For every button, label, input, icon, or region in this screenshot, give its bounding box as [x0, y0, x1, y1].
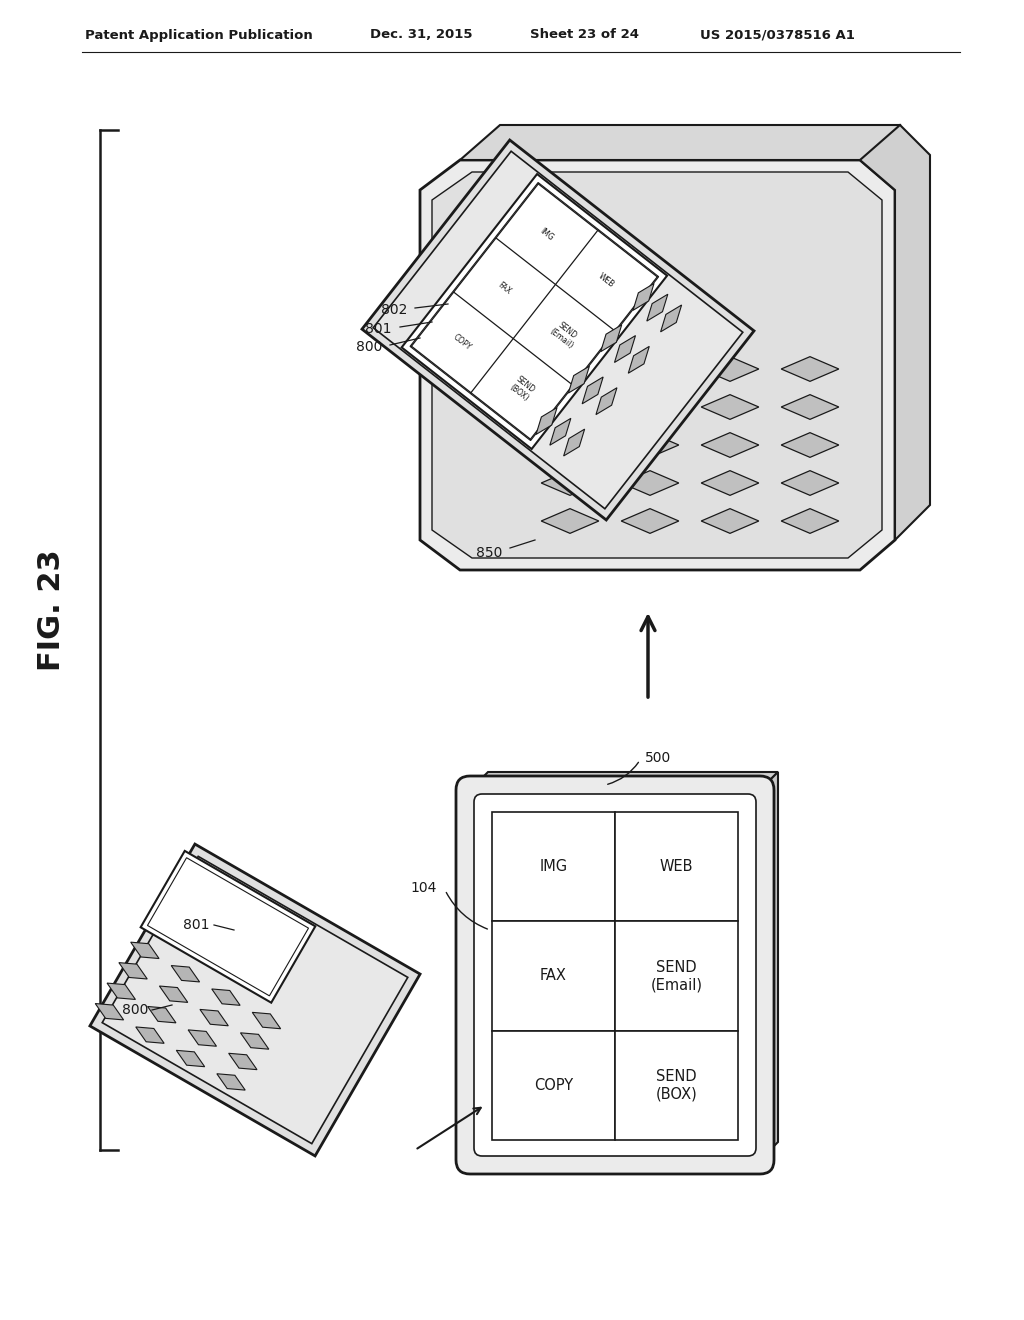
Polygon shape	[241, 1032, 269, 1049]
Polygon shape	[583, 378, 603, 404]
Polygon shape	[622, 356, 679, 381]
Text: COPY: COPY	[534, 1078, 573, 1093]
Polygon shape	[373, 152, 742, 508]
Polygon shape	[119, 962, 147, 979]
Text: 802: 802	[381, 304, 407, 317]
Polygon shape	[140, 851, 315, 1003]
Polygon shape	[633, 284, 654, 310]
Polygon shape	[542, 395, 599, 420]
Polygon shape	[252, 1012, 281, 1028]
Polygon shape	[410, 182, 658, 441]
Polygon shape	[542, 356, 599, 381]
Text: SEND
(BOX): SEND (BOX)	[507, 375, 537, 403]
Polygon shape	[420, 160, 895, 570]
Polygon shape	[647, 294, 668, 321]
Polygon shape	[147, 1006, 176, 1023]
Text: SEND
(Email): SEND (Email)	[548, 318, 581, 351]
Polygon shape	[701, 508, 759, 533]
Polygon shape	[542, 471, 599, 495]
Polygon shape	[536, 408, 557, 434]
Bar	[492, 921, 615, 1031]
Polygon shape	[136, 1027, 164, 1043]
Text: Patent Application Publication: Patent Application Publication	[85, 29, 312, 41]
Text: Sheet 23 of 24: Sheet 23 of 24	[530, 29, 639, 41]
Polygon shape	[102, 857, 408, 1143]
Text: IMG: IMG	[540, 859, 567, 874]
Polygon shape	[542, 508, 599, 533]
Polygon shape	[176, 1051, 205, 1067]
Polygon shape	[596, 388, 617, 414]
Polygon shape	[550, 418, 570, 445]
Text: FIG. 23: FIG. 23	[38, 549, 67, 671]
Text: SEND
(BOX): SEND (BOX)	[655, 1069, 697, 1101]
Polygon shape	[108, 983, 135, 999]
Polygon shape	[781, 508, 839, 533]
Polygon shape	[470, 772, 778, 789]
Text: 800: 800	[122, 1003, 148, 1016]
Polygon shape	[781, 471, 839, 495]
Polygon shape	[701, 471, 759, 495]
FancyBboxPatch shape	[474, 795, 756, 1156]
Bar	[615, 921, 738, 1031]
FancyBboxPatch shape	[456, 776, 774, 1173]
Polygon shape	[188, 1030, 216, 1047]
Polygon shape	[781, 395, 839, 420]
Text: 850: 850	[475, 546, 502, 560]
Polygon shape	[95, 1003, 124, 1020]
Polygon shape	[171, 965, 200, 982]
Polygon shape	[217, 1073, 245, 1090]
Polygon shape	[622, 471, 679, 495]
Polygon shape	[622, 508, 679, 533]
Text: IMG: IMG	[539, 226, 555, 243]
Text: FAX: FAX	[540, 969, 567, 983]
Text: WEB: WEB	[597, 272, 616, 289]
Polygon shape	[781, 433, 839, 457]
Polygon shape	[401, 174, 667, 449]
Text: WEB: WEB	[659, 859, 693, 874]
Text: COPY: COPY	[452, 333, 473, 352]
Polygon shape	[629, 346, 649, 374]
Polygon shape	[131, 942, 159, 958]
Polygon shape	[200, 1010, 228, 1026]
Polygon shape	[601, 325, 622, 351]
Polygon shape	[212, 989, 240, 1006]
Text: 500: 500	[645, 751, 672, 766]
Polygon shape	[361, 140, 754, 520]
Text: 801: 801	[366, 322, 392, 337]
Polygon shape	[563, 429, 585, 455]
Text: 801: 801	[183, 917, 210, 932]
Polygon shape	[614, 335, 636, 363]
Bar	[492, 812, 615, 921]
Polygon shape	[701, 395, 759, 420]
Polygon shape	[432, 172, 882, 558]
Polygon shape	[781, 356, 839, 381]
Text: FAX: FAX	[497, 280, 513, 296]
Text: 800: 800	[355, 341, 382, 354]
Bar	[615, 812, 738, 921]
Text: 104: 104	[411, 880, 437, 895]
Polygon shape	[542, 433, 599, 457]
Polygon shape	[660, 305, 682, 331]
Bar	[615, 1031, 738, 1140]
Polygon shape	[228, 1053, 257, 1069]
Polygon shape	[622, 395, 679, 420]
Polygon shape	[460, 125, 900, 160]
Text: Dec. 31, 2015: Dec. 31, 2015	[370, 29, 472, 41]
Bar	[492, 1031, 615, 1140]
Polygon shape	[147, 858, 308, 995]
Polygon shape	[701, 433, 759, 457]
Text: US 2015/0378516 A1: US 2015/0378516 A1	[700, 29, 855, 41]
Polygon shape	[860, 125, 930, 540]
Polygon shape	[622, 433, 679, 457]
Polygon shape	[760, 772, 778, 1160]
Text: SEND
(Email): SEND (Email)	[650, 960, 702, 993]
Polygon shape	[160, 986, 187, 1002]
Polygon shape	[568, 366, 590, 393]
Polygon shape	[90, 843, 420, 1156]
Polygon shape	[701, 356, 759, 381]
